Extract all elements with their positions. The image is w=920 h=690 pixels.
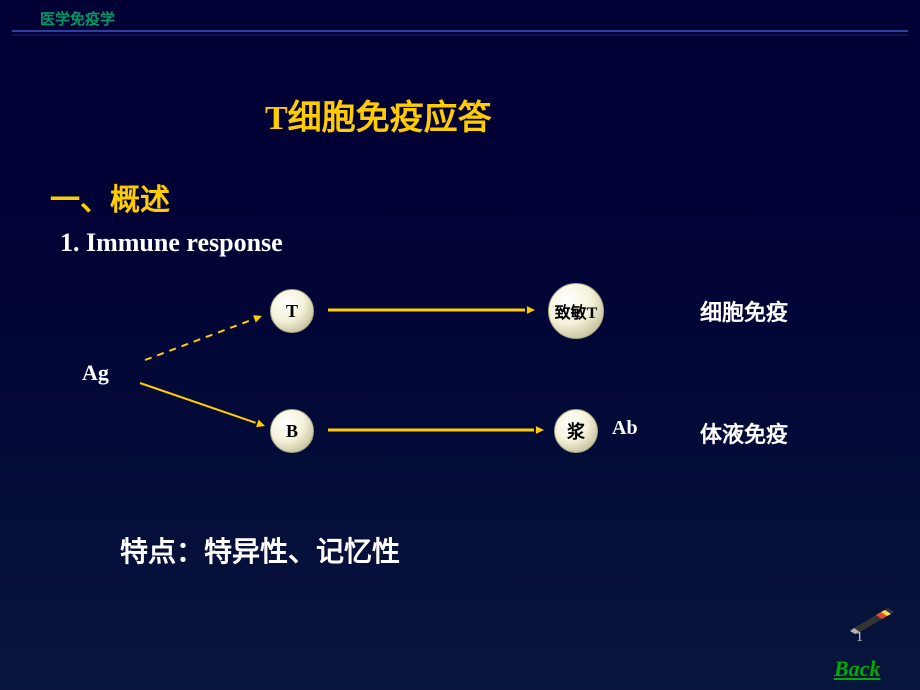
page-title: T细胞免疫应答 bbox=[265, 90, 492, 139]
node-plasma-cell: 浆 bbox=[554, 409, 598, 453]
node-b-cell: B bbox=[270, 409, 314, 453]
section-heading: 一、概述 bbox=[50, 175, 170, 219]
header-subject-label: 医学免疫学 bbox=[40, 8, 115, 29]
features-text: 特点：特异性、记忆性 bbox=[120, 530, 400, 570]
node-t-label: T bbox=[286, 301, 298, 322]
node-sensitized-t: 致敏T bbox=[548, 283, 604, 339]
node-t-cell: T bbox=[270, 289, 314, 333]
pen-icon bbox=[848, 600, 898, 634]
header-divider-1 bbox=[12, 30, 908, 32]
label-cell-immunity: 细胞免疫 bbox=[700, 295, 788, 327]
node-b-label: B bbox=[286, 421, 298, 442]
label-humoral-immunity: 体液免疫 bbox=[700, 417, 788, 449]
node-sensitized-t-label: 致敏T bbox=[555, 299, 598, 323]
page-number: 1 bbox=[856, 630, 863, 646]
subheading: 1. Immune response bbox=[60, 228, 283, 258]
node-plasma-label: 浆 bbox=[567, 418, 585, 444]
label-ag: Ag bbox=[82, 360, 109, 386]
label-ab: Ab bbox=[612, 417, 638, 440]
header-divider-2 bbox=[12, 34, 908, 36]
slide-root: 医学免疫学 T细胞免疫应答 一、概述 1. Immune response Ag… bbox=[0, 0, 920, 690]
back-link[interactable]: Back bbox=[834, 656, 880, 682]
